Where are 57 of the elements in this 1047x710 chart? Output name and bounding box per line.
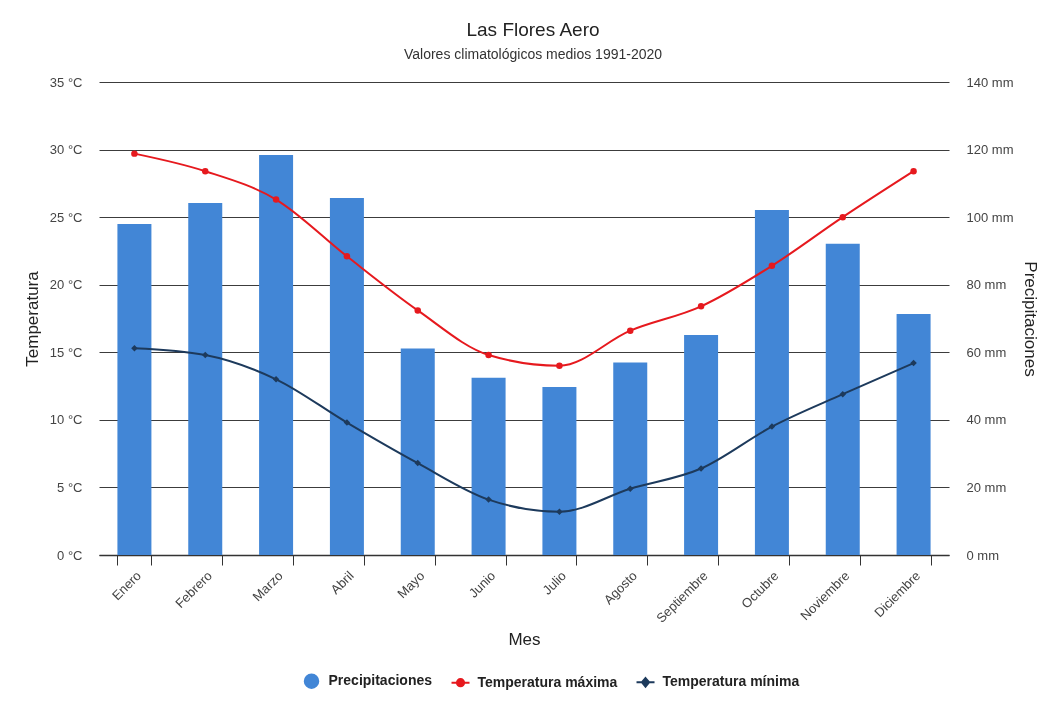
point bbox=[343, 253, 351, 260]
point bbox=[768, 262, 776, 270]
legend-label: Temperatura mínima bbox=[662, 673, 800, 690]
point bbox=[627, 485, 634, 493]
bar bbox=[188, 202, 223, 555]
bar bbox=[400, 348, 435, 555]
chart-subtitle: Valores climatológicos medios 1991-2020 bbox=[403, 46, 663, 62]
y2-tick-label: 120 mm bbox=[966, 142, 1014, 158]
legend-label: Temperatura máxima bbox=[477, 673, 618, 690]
y2-tick-label: 140 mm bbox=[966, 74, 1014, 90]
bar bbox=[471, 377, 506, 555]
point bbox=[131, 344, 138, 352]
y2-tick-label: 20 mm bbox=[966, 479, 1007, 495]
bar bbox=[896, 314, 931, 555]
y2-tick-label: 0 mm bbox=[966, 547, 999, 563]
y2-axis-title: Precipitaciones bbox=[1021, 261, 1041, 377]
y-tick-label: 15 °C bbox=[49, 344, 83, 360]
y2-tick-label: 80 mm bbox=[966, 277, 1007, 293]
bar bbox=[329, 197, 364, 555]
point bbox=[839, 213, 846, 221]
legend-label: Precipitaciones bbox=[328, 672, 433, 689]
point bbox=[272, 376, 280, 383]
y2-tick-label: 60 mm bbox=[966, 344, 1007, 360]
y-tick-label: 35 °C bbox=[49, 74, 83, 90]
x-tick-label: Julio bbox=[539, 568, 570, 598]
y2-tick-label: 100 mm bbox=[966, 209, 1014, 225]
point bbox=[414, 459, 421, 467]
y-tick-label: 10 °C bbox=[49, 412, 83, 428]
x-axis-title: Mes bbox=[508, 629, 541, 649]
y-tick-label: 0 °C bbox=[57, 547, 83, 563]
bar bbox=[259, 154, 294, 555]
point bbox=[131, 150, 138, 157]
y-tick-label: 20 °C bbox=[49, 277, 83, 293]
bar bbox=[754, 210, 789, 555]
bar bbox=[825, 243, 860, 555]
y-axis-title: Temperatura bbox=[22, 270, 42, 367]
point bbox=[627, 327, 634, 334]
point bbox=[202, 167, 209, 175]
point bbox=[697, 303, 705, 310]
point bbox=[839, 390, 846, 398]
bar bbox=[542, 387, 577, 555]
bar bbox=[684, 335, 719, 555]
point bbox=[202, 351, 209, 359]
chart-title: Las Flores Aero bbox=[466, 19, 600, 40]
bar bbox=[613, 362, 648, 555]
point bbox=[485, 351, 492, 359]
y-tick-label: 5 °C bbox=[57, 479, 83, 495]
point bbox=[556, 362, 563, 370]
y-tick-label: 30 °C bbox=[49, 142, 83, 158]
bar bbox=[117, 223, 152, 555]
point bbox=[556, 508, 563, 515]
y-tick-label: 25 °C bbox=[49, 209, 83, 225]
y2-tick-label: 40 mm bbox=[966, 412, 1007, 428]
point bbox=[910, 167, 917, 175]
point bbox=[485, 496, 492, 503]
point bbox=[272, 196, 280, 203]
point bbox=[414, 307, 421, 314]
